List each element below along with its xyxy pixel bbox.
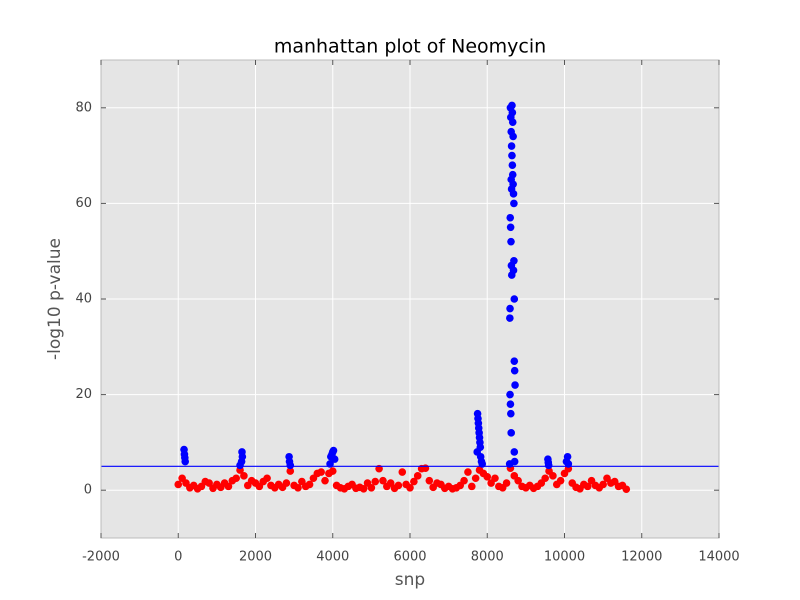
- point: [583, 482, 592, 491]
- point: [205, 479, 213, 487]
- point: [398, 468, 407, 476]
- point: [506, 213, 515, 222]
- point: [413, 472, 422, 480]
- point: [544, 461, 553, 470]
- point: [510, 295, 519, 303]
- point: [471, 474, 480, 483]
- y-tick-label: 80: [75, 100, 92, 115]
- point: [460, 476, 468, 485]
- point: [406, 484, 414, 492]
- point: [510, 366, 519, 375]
- point: [181, 457, 190, 466]
- point: [394, 481, 403, 490]
- y-tick-label: 0: [84, 483, 92, 498]
- point: [425, 476, 434, 485]
- point: [509, 132, 517, 141]
- point: [563, 452, 572, 461]
- point: [510, 448, 519, 456]
- point: [286, 461, 295, 470]
- point: [510, 256, 518, 265]
- point: [294, 484, 302, 492]
- point: [371, 477, 380, 486]
- x-tick-label: 4000: [316, 550, 349, 565]
- x-axis-label: snp: [395, 570, 425, 590]
- x-tick-label: 14000: [698, 550, 739, 565]
- point: [367, 484, 376, 492]
- point: [508, 161, 517, 169]
- point: [224, 482, 233, 491]
- point: [511, 381, 519, 389]
- point: [286, 467, 295, 475]
- point: [549, 472, 557, 480]
- point: [386, 479, 395, 487]
- point: [328, 467, 337, 475]
- point: [305, 480, 314, 489]
- point: [510, 357, 519, 365]
- y-tick-label: 40: [75, 292, 92, 307]
- x-tick-label: 12000: [621, 550, 662, 565]
- point: [506, 314, 514, 322]
- point: [329, 446, 338, 455]
- point: [410, 477, 418, 486]
- point: [514, 476, 522, 485]
- point: [174, 480, 183, 489]
- point: [232, 474, 240, 483]
- y-axis-label: -log10 p-value: [45, 238, 65, 360]
- point: [508, 118, 517, 126]
- point: [508, 108, 517, 117]
- point: [506, 223, 515, 232]
- x-tick-label: 8000: [471, 550, 504, 565]
- point: [507, 175, 515, 184]
- point: [506, 400, 515, 408]
- x-tick-label: 0: [174, 550, 182, 565]
- point: [507, 409, 515, 418]
- x-tick-label: 10000: [544, 550, 585, 565]
- point: [263, 474, 271, 483]
- point: [321, 476, 329, 485]
- point: [507, 429, 515, 437]
- point: [508, 151, 516, 160]
- point: [468, 482, 476, 491]
- y-tick-label: 60: [75, 196, 92, 211]
- point: [502, 479, 511, 487]
- x-tick-label: 6000: [393, 550, 426, 565]
- x-tick-label: 2000: [239, 550, 272, 565]
- marks: [101, 101, 719, 494]
- point: [464, 468, 472, 476]
- point: [510, 199, 518, 208]
- point: [379, 476, 387, 485]
- point: [282, 479, 291, 487]
- point: [491, 474, 499, 483]
- point: [506, 390, 514, 399]
- point: [236, 461, 244, 470]
- point: [240, 472, 248, 480]
- x-tick-label: -2000: [82, 550, 120, 565]
- point: [483, 473, 492, 481]
- point: [509, 266, 518, 275]
- point: [317, 468, 325, 476]
- point: [507, 237, 515, 246]
- point: [506, 304, 514, 313]
- point: [599, 480, 607, 489]
- chart-title: manhattan plot of Neomycin: [274, 36, 546, 58]
- point: [330, 455, 339, 463]
- point: [556, 476, 565, 485]
- point: [622, 485, 631, 494]
- y-tick-label: 20: [75, 387, 92, 402]
- point: [507, 185, 516, 193]
- point: [421, 464, 430, 473]
- point: [359, 484, 368, 493]
- point: [507, 142, 516, 150]
- point: [508, 101, 516, 110]
- point: [541, 474, 549, 483]
